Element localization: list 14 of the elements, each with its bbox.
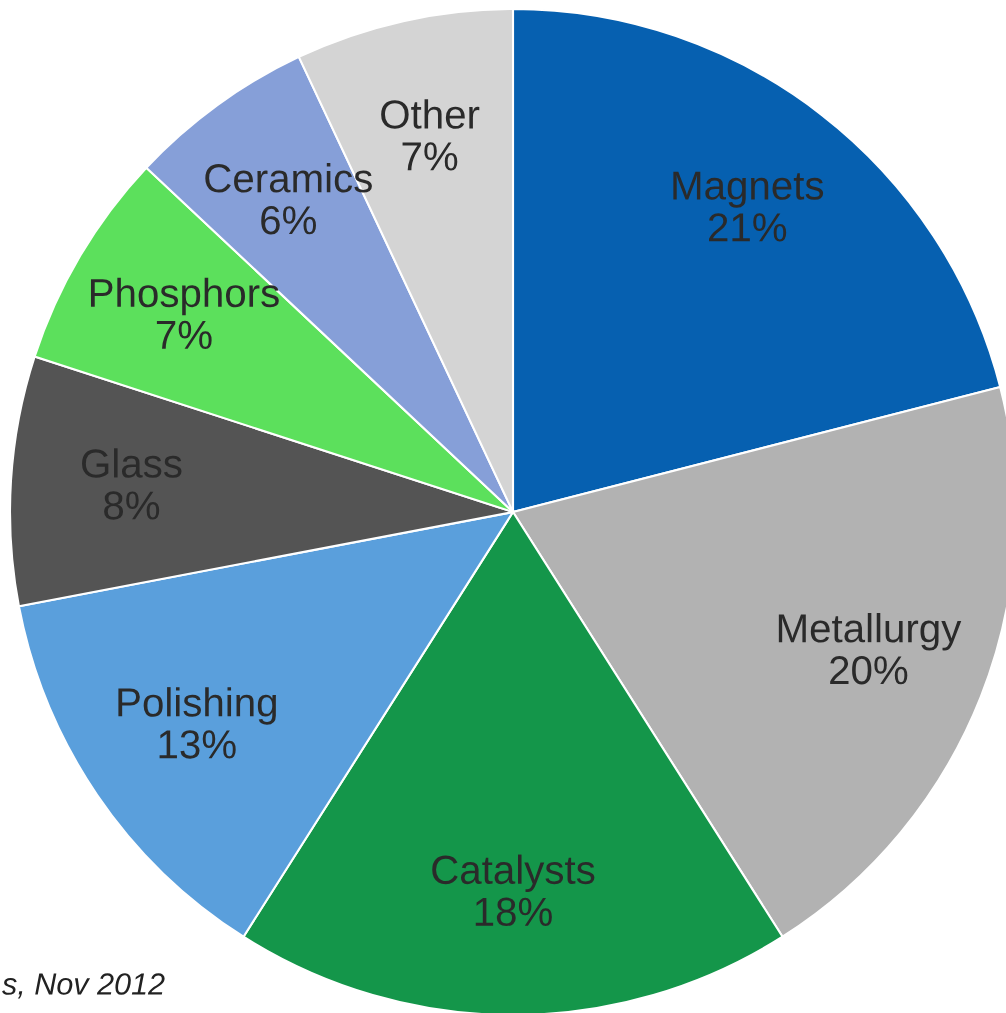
slice-label: Magnets <box>673 171 824 208</box>
data-label: 18% <box>475 897 552 927</box>
data-label: 21% <box>709 213 787 242</box>
data-label: 20% <box>830 655 908 685</box>
data-label: 6% <box>261 205 316 235</box>
slice-label: Catalysts <box>432 854 595 893</box>
data-label: 7% <box>402 142 458 171</box>
slice-label: Metallurgy <box>778 612 962 651</box>
data-label: 7% <box>156 320 212 350</box>
data-label: 13% <box>159 730 236 759</box>
text: s, Nov 2012 <box>2 973 165 999</box>
slice-label: Phosphors <box>90 277 279 316</box>
slice-label: Other <box>381 99 480 129</box>
slice-label: Polishing <box>118 687 276 725</box>
